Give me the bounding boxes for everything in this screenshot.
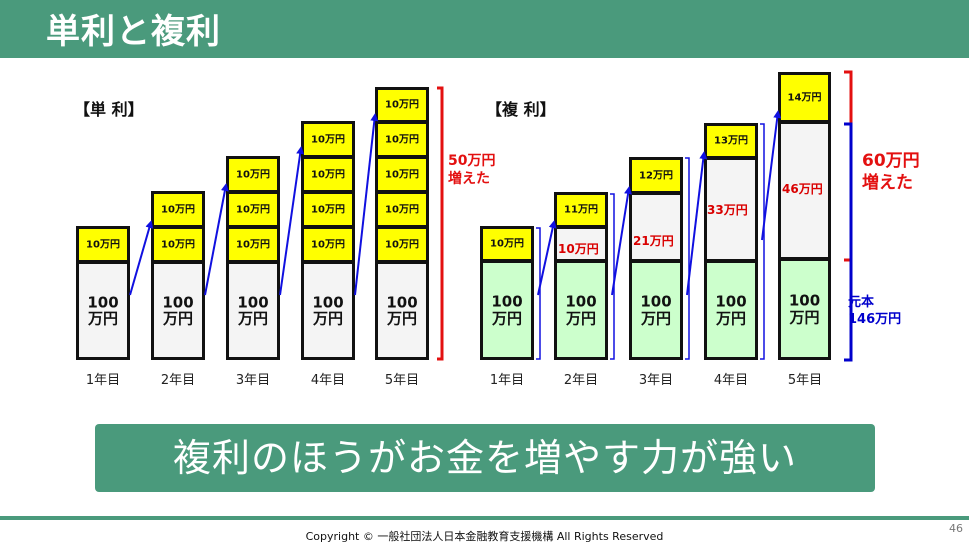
title-bar: 単利と複利 — [0, 0, 969, 58]
compound-year-label: 1年目 — [489, 373, 525, 388]
growth-arrow — [686, 151, 708, 296]
growth-arrow — [204, 183, 229, 296]
compound-interest-block: 14万円 — [778, 72, 831, 123]
simple-interest-block: 10万円 — [301, 226, 355, 263]
simple-year-label: 4年目 — [310, 373, 346, 388]
growth-arrow — [611, 186, 633, 296]
simple-interest-block: 10万円 — [226, 156, 280, 193]
simple-interest-block: 10万円 — [76, 226, 130, 263]
simple-interest-block: 10万円 — [375, 121, 429, 158]
simple-interest-block: 10万円 — [375, 156, 429, 193]
growth-arrow — [129, 220, 154, 296]
compound-interest-block: 13万円 — [704, 123, 758, 159]
compound-principal-block: 100 万円 — [554, 260, 608, 360]
compound-year-label: 2年目 — [563, 373, 599, 388]
simple-principal-block: 100 万円 — [375, 261, 429, 360]
compound-year-label: 3年目 — [638, 373, 674, 388]
simple-year-label: 1年目 — [85, 373, 121, 388]
simple-interest-block: 10万円 — [226, 191, 280, 228]
simple-interest-block: 10万円 — [375, 87, 429, 123]
accumulated-interest-label: 46万円 — [782, 182, 823, 196]
page-number: 46 — [949, 522, 963, 535]
compound-principal-note: 元本 146万円 — [848, 295, 902, 327]
slide-title: 単利と複利 — [46, 12, 221, 52]
simple-increase-bracket — [437, 86, 444, 361]
compound-increase-note: 60万円 増えた — [862, 151, 920, 194]
footer-divider — [0, 516, 969, 520]
compound-bracket — [760, 123, 765, 360]
compound-interest-label: 【複 利】 — [486, 100, 556, 119]
accumulated-interest-label: 21万円 — [633, 234, 674, 248]
simple-interest-block: 10万円 — [151, 191, 205, 228]
growth-arrow — [354, 113, 379, 296]
compound-interest-block: 11万円 — [554, 192, 608, 228]
copyright-notice: Copyright © 一般社団法人日本金融教育支援機構 All Rights … — [305, 530, 664, 543]
simple-year-label: 5年目 — [384, 373, 420, 388]
simple-principal-block: 100 万円 — [301, 261, 355, 360]
growth-arrow — [279, 146, 305, 296]
simple-interest-block: 10万円 — [301, 121, 355, 158]
simple-increase-note: 50万円 増えた — [448, 153, 496, 188]
compound-bracket — [610, 193, 615, 360]
conclusion-banner: 複利のほうがお金を増やす力が強い — [95, 424, 875, 492]
compound-interest-block: 12万円 — [629, 157, 683, 194]
compound-principal-block: 100 万円 — [778, 258, 831, 360]
compound-principal-bracket — [844, 122, 853, 362]
accumulated-interest-label: 33万円 — [707, 203, 748, 217]
simple-year-label: 2年目 — [160, 373, 196, 388]
compound-bracket — [685, 157, 690, 360]
compound-principal-block: 100 万円 — [704, 260, 758, 360]
compound-year-label: 5年目 — [787, 373, 823, 388]
accumulated-interest-label: 10万円 — [558, 242, 599, 256]
simple-principal-block: 100 万円 — [226, 261, 280, 360]
simple-interest-label: 【単 利】 — [74, 100, 144, 119]
compound-year-label: 4年目 — [713, 373, 749, 388]
compound-bracket — [536, 227, 541, 360]
simple-year-label: 3年目 — [235, 373, 271, 388]
compound-interest-block: 10万円 — [480, 226, 534, 262]
